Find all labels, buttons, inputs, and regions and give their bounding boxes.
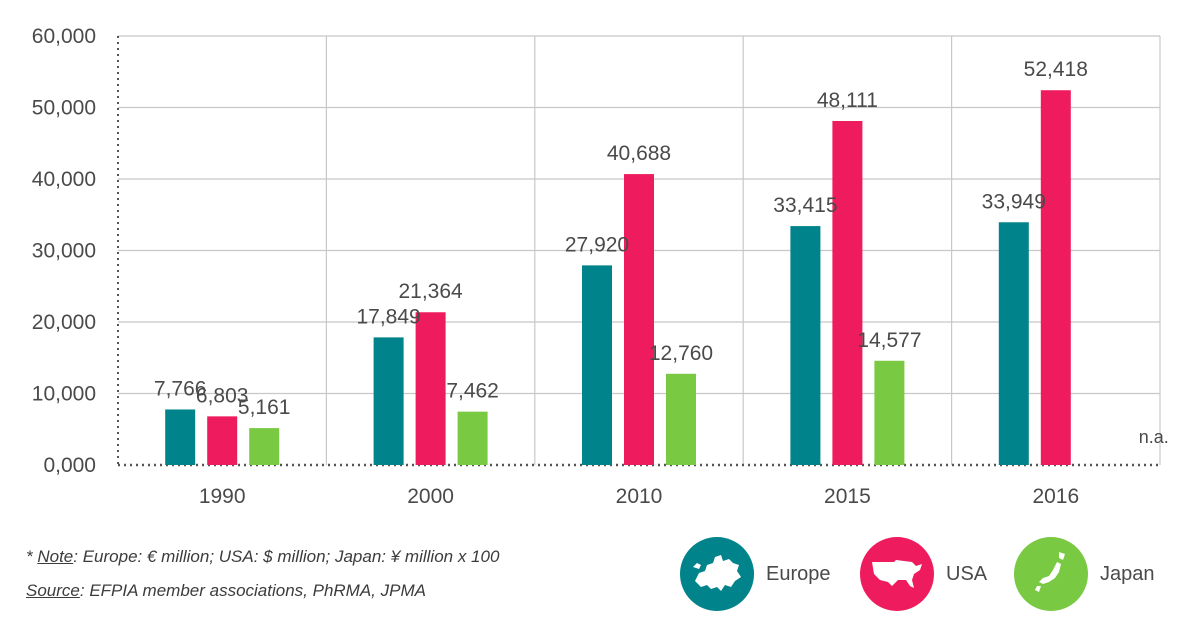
legend-item-usa: USA (860, 536, 987, 612)
data-label: 27,920 (565, 233, 629, 256)
data-label: 17,849 (356, 305, 420, 328)
europe-map-icon (680, 537, 754, 611)
data-label: 21,364 (398, 280, 463, 303)
bar-europe-2015 (790, 226, 821, 465)
bar-europe-2010 (582, 265, 612, 465)
data-label: 52,418 (1024, 58, 1088, 81)
bars (165, 90, 1071, 465)
data-label: 7,462 (446, 380, 499, 403)
chart-notes: * Note: Europe: € million; USA: $ millio… (26, 540, 499, 608)
data-label: 33,415 (773, 194, 837, 217)
data-label: 5,161 (238, 396, 291, 419)
data-label: 6,803 (196, 384, 249, 407)
data-label: 33,949 (982, 190, 1046, 213)
data-label: 7,766 (154, 377, 207, 400)
bar-japan-2015 (874, 360, 905, 465)
bar-europe-2016 (998, 222, 1029, 465)
bar-europe-1990 (165, 409, 196, 465)
y-tick-label: 40,000 (32, 168, 96, 191)
note-label: Note (37, 547, 74, 566)
legend-label-europe: Europe (766, 562, 831, 585)
y-tick-label: 10,000 (32, 383, 96, 406)
bar-japan-2000 (457, 411, 488, 465)
data-label: 40,688 (607, 142, 671, 165)
data-label: 48,111 (817, 89, 878, 112)
legend-item-japan: Japan (1014, 536, 1155, 612)
y-tick-label: 30,000 (32, 240, 96, 263)
x-tick-label: 2015 (824, 485, 871, 508)
bar-usa-2016 (1040, 90, 1071, 465)
y-tick-label: 50,000 (32, 97, 96, 120)
x-tick-label: 2000 (407, 485, 454, 508)
bar-japan-1990 (249, 428, 280, 465)
y-tick-label: 60,000 (32, 25, 96, 48)
x-tick-label: 2016 (1032, 485, 1079, 508)
source-label: Source (26, 581, 80, 600)
data-label: 14,577 (857, 329, 921, 352)
usa-map-icon (860, 537, 934, 611)
legend-label-japan: Japan (1100, 562, 1155, 585)
bar-europe-2000 (373, 337, 404, 465)
legend-label-usa: USA (946, 562, 988, 585)
note-line: * Note: Europe: € million; USA: $ millio… (26, 540, 499, 574)
legend-item-europe: Europe (680, 536, 831, 612)
japan-map-icon (1014, 537, 1088, 611)
bar-chart: 0,000 10,000 20,000 30,000 40,000 50,000 60,00… (32, 25, 1169, 508)
bar-usa-2010 (624, 174, 654, 465)
x-tick-label: 2010 (616, 485, 663, 508)
labels: 0,000 10,000 20,000 30,000 40,000 50,000 60,00… (32, 25, 1169, 508)
bar-japan-2010 (666, 373, 696, 465)
bar-usa-2015 (832, 121, 863, 465)
x-tick-label: 1990 (199, 485, 246, 508)
note-prefix: * (26, 547, 38, 566)
bar-usa-1990 (207, 416, 238, 465)
source-line: Source: EFPIA member associations, PhRMA… (26, 574, 499, 608)
source-text: : EFPIA member associations, PhRMA, JPMA (79, 581, 426, 600)
note-text: : Europe: € million; USA: $ million; Jap… (73, 547, 500, 566)
y-tick-label: 0,000 (43, 454, 96, 477)
data-label: 12,760 (649, 342, 713, 365)
na-label: n.a. (1139, 427, 1169, 447)
bar-usa-2000 (415, 312, 446, 465)
y-tick-label: 20,000 (32, 311, 96, 334)
